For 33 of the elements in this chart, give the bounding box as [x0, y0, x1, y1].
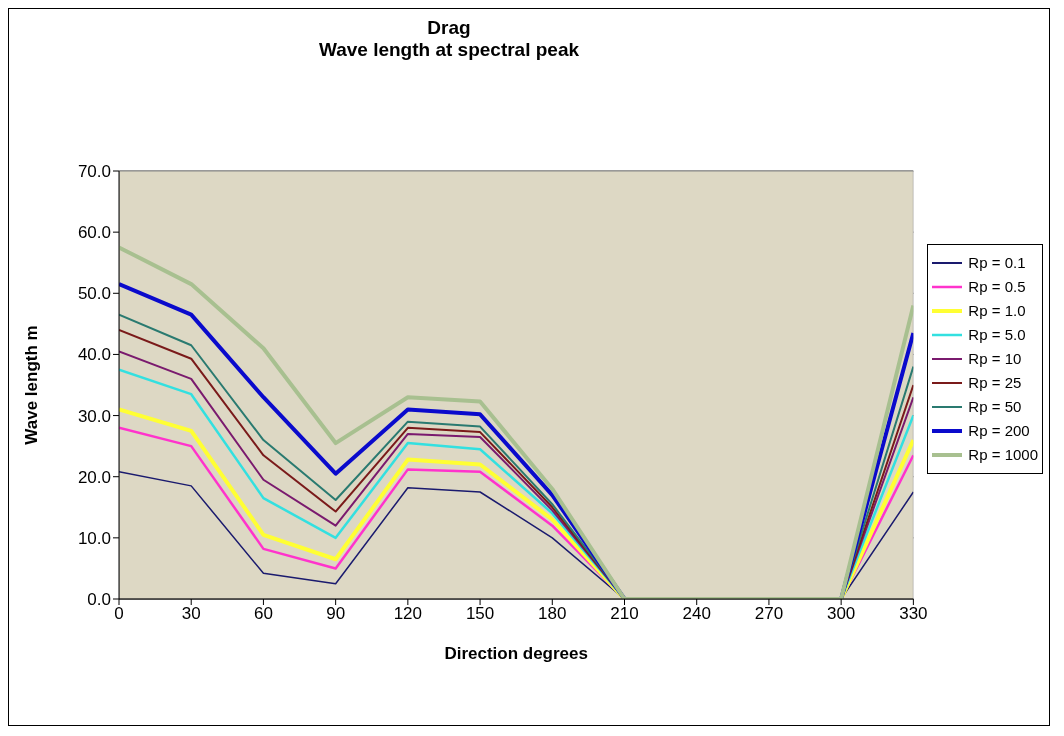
y-tick-label: 60.0: [77, 223, 111, 243]
legend-label: Rp = 0.5: [968, 277, 1026, 297]
y-axis-title: Wave length m: [22, 325, 42, 445]
legend-label: Rp = 5.0: [968, 325, 1026, 345]
legend-label: Rp = 200: [968, 421, 1030, 441]
y-tick-label: 50.0: [77, 284, 111, 304]
x-tick-label: 210: [610, 604, 639, 624]
x-tick-label: 240: [682, 604, 711, 624]
legend-label: Rp = 0.1: [968, 253, 1026, 273]
x-tick-label: 120: [393, 604, 423, 624]
y-tick-label: 0.0: [87, 590, 111, 610]
legend-label: Rp = 50: [968, 397, 1022, 417]
x-tick-label: 270: [754, 604, 784, 624]
legend-label: Rp = 25: [968, 373, 1022, 393]
x-tick-label: 90: [326, 604, 346, 624]
x-tick-label: 30: [181, 604, 201, 624]
legend-label: Rp = 10: [968, 349, 1022, 369]
x-axis-title: Direction degrees: [444, 644, 588, 663]
x-tick-label: 180: [538, 604, 567, 624]
y-tick-label: 70.0: [77, 162, 111, 182]
y-tick-label: 40.0: [77, 345, 111, 365]
x-tick-label: 300: [826, 604, 856, 624]
x-tick-label: 330: [899, 604, 928, 624]
y-tick-label: 20.0: [77, 467, 111, 487]
legend-label: Rp = 1.0: [968, 301, 1026, 321]
x-tick-label: 0: [114, 604, 124, 624]
y-tick-label: 10.0: [77, 528, 111, 548]
x-tick-label: 150: [465, 604, 495, 624]
chart-subtitle: Wave length at spectral peak: [317, 39, 581, 61]
chart-title: Drag: [426, 17, 472, 39]
legend-label: Rp = 1000: [968, 445, 1038, 465]
y-tick-label: 30.0: [77, 406, 111, 426]
x-tick-label: 60: [253, 604, 273, 624]
